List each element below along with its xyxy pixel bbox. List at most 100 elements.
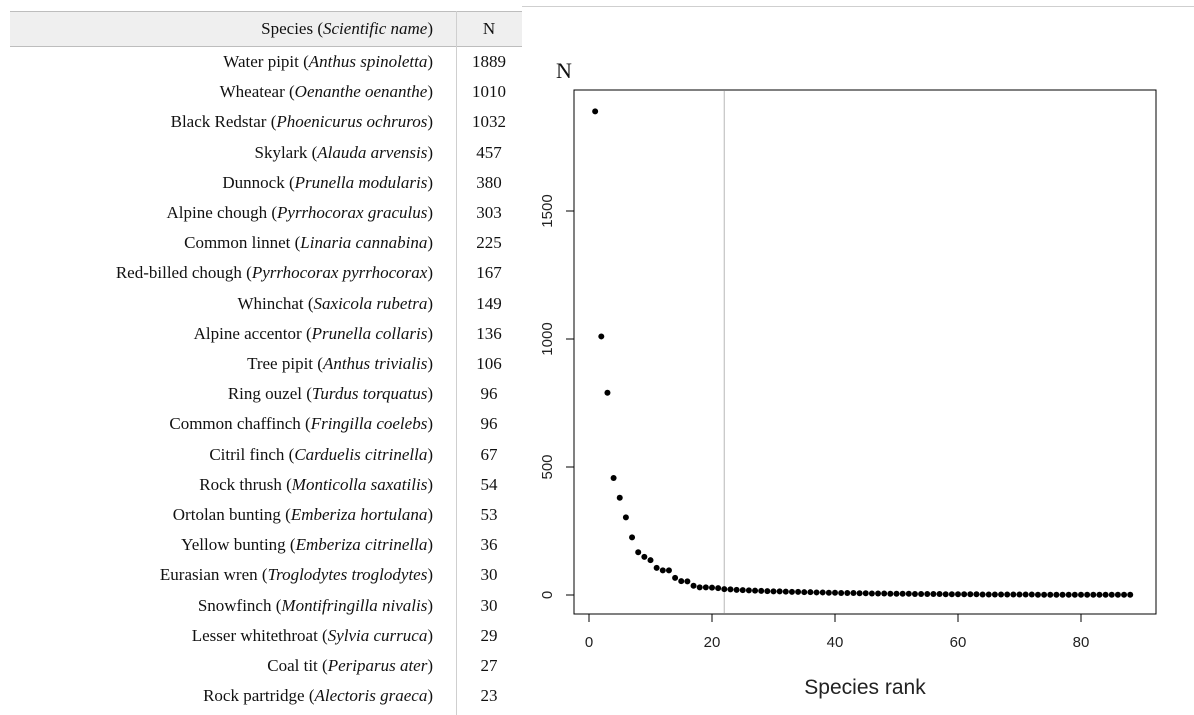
- data-point: [647, 557, 654, 564]
- data-point: [641, 553, 648, 560]
- species-table: Species (Scientific name) N Water pipit …: [10, 11, 522, 715]
- close-paren: ): [427, 444, 433, 464]
- data-point: [955, 591, 961, 598]
- close-paren: ): [427, 595, 433, 615]
- table-row: Common linnet (Linaria cannabina) 225: [10, 228, 522, 258]
- scientific-name: Oenanthe oenanthe: [294, 82, 428, 102]
- scientific-name: Phoenicurus ochruros: [276, 112, 428, 132]
- data-point: [1053, 591, 1060, 598]
- count-cell: 1032: [472, 112, 506, 132]
- chart-svg: 0 20 40 60 80 0 500 1000 1500 N Species rank: [539, 58, 1157, 699]
- data-point: [838, 589, 845, 596]
- data-point: [690, 582, 697, 589]
- data-point: [678, 578, 685, 585]
- data-point: [1102, 591, 1109, 598]
- table-row: Alpine chough (Pyrrhocorax graculus) 303: [10, 198, 522, 228]
- data-point: [924, 590, 931, 597]
- data-point: [635, 549, 642, 556]
- close-paren: ): [427, 293, 433, 313]
- data-point: [745, 587, 752, 594]
- open-paren: (: [285, 535, 296, 555]
- data-point: [752, 587, 759, 594]
- data-point: [930, 590, 937, 597]
- species-cell: Skylark (Alauda arvensis): [10, 138, 433, 168]
- data-point: [1071, 591, 1078, 598]
- data-point: [991, 591, 998, 598]
- data-point: [1059, 591, 1066, 598]
- common-name: Black Redstar: [170, 112, 267, 132]
- data-point: [1114, 591, 1121, 598]
- table-row: Yellow bunting (Emberiza citrinella) 36: [10, 530, 522, 560]
- open-paren: (: [317, 656, 328, 675]
- table-row: Whinchat (Saxicola rubetra) 149: [10, 289, 522, 319]
- data-point: [819, 589, 826, 596]
- scientific-name: Saxicola rubetra: [313, 293, 428, 313]
- count-cell: 167: [476, 263, 502, 283]
- scientific-name: Prunella modularis: [294, 172, 428, 192]
- table-row: Wheatear (Oenanthe oenanthe) 1010: [10, 77, 522, 107]
- species-cell: Citril finch (Carduelis citrinella): [10, 440, 433, 470]
- x-tick-label: 60: [950, 634, 967, 651]
- data-point: [942, 591, 949, 598]
- open-paren: (: [290, 233, 301, 253]
- data-point: [782, 588, 789, 595]
- data-point: [1034, 591, 1041, 598]
- data-point: [727, 586, 734, 593]
- data-point: [665, 567, 672, 574]
- data-point: [610, 475, 617, 482]
- scientific-name: Alectoris graeca: [314, 686, 428, 706]
- data-point: [1078, 591, 1084, 598]
- data-point: [887, 590, 894, 597]
- data-point: [733, 586, 740, 593]
- data-point: [807, 589, 814, 596]
- data-point: [967, 591, 974, 598]
- common-name: Water pipit: [223, 52, 299, 71]
- close-paren: ): [427, 384, 433, 404]
- data-point: [825, 589, 832, 596]
- data-point: [702, 584, 709, 591]
- scientific-name: Emberiza hortulana: [290, 505, 428, 524]
- table-row: Citril finch (Carduelis citrinella) 67: [10, 440, 522, 470]
- scientific-name: Turdus torquatus: [311, 384, 428, 404]
- scientific-name: Prunella collaris: [311, 323, 428, 343]
- data-point: [1010, 591, 1017, 598]
- table-row: Rock thrush (Monticolla saxatilis) 54: [10, 470, 522, 500]
- data-point: [672, 574, 679, 581]
- data-point: [653, 564, 660, 571]
- scientific-name: Pyrrhocorax graculus: [277, 203, 428, 222]
- data-point: [936, 590, 943, 597]
- open-paren: (: [298, 52, 309, 71]
- table-row: Alpine accentor (Prunella collaris) 136: [10, 319, 522, 349]
- count-cell: 36: [480, 535, 498, 555]
- count-cell: 96: [480, 384, 498, 404]
- close-paren: ): [427, 203, 433, 222]
- data-point: [715, 585, 722, 592]
- count-cell: 53: [480, 505, 498, 524]
- data-point: [893, 590, 900, 597]
- data-point: [1127, 591, 1134, 598]
- common-name: Ortolan bunting: [172, 505, 281, 524]
- data-point: [1041, 591, 1048, 598]
- species-cell: Alpine chough (Pyrrhocorax graculus): [10, 198, 433, 228]
- species-cell: Whinchat (Saxicola rubetra): [10, 289, 433, 319]
- common-name: Rock partridge: [203, 686, 305, 706]
- table-row: Eurasian wren (Troglodytes troglodytes) 3…: [10, 560, 522, 590]
- scientific-name: Periparus ater: [327, 656, 428, 675]
- data-point: [721, 586, 728, 593]
- open-paren: (: [313, 354, 323, 373]
- table-row: Dunnock (Prunella modularis) 380: [10, 168, 522, 198]
- common-name: Ring ouzel: [227, 384, 302, 404]
- data-point: [856, 590, 863, 597]
- common-name: Tree pipit: [247, 354, 314, 373]
- table-row: Black Redstar (Phoenicurus ochruros) 1032: [10, 107, 522, 137]
- common-name: Snowfinch: [197, 595, 272, 615]
- species-cell: Ring ouzel (Turdus torquatus): [10, 379, 433, 409]
- count-cell: 67: [480, 444, 498, 464]
- count-cell: 1010: [472, 82, 506, 102]
- data-point: [616, 494, 623, 501]
- data-point: [770, 588, 777, 595]
- scientific-name: Pyrrhocorax pyrrhocorax: [251, 263, 428, 283]
- table-row: Lesser whitethroat (Sylvia curruca) 29: [10, 621, 522, 651]
- close-paren: ): [427, 52, 433, 71]
- common-name: Red-billed chough: [115, 263, 242, 283]
